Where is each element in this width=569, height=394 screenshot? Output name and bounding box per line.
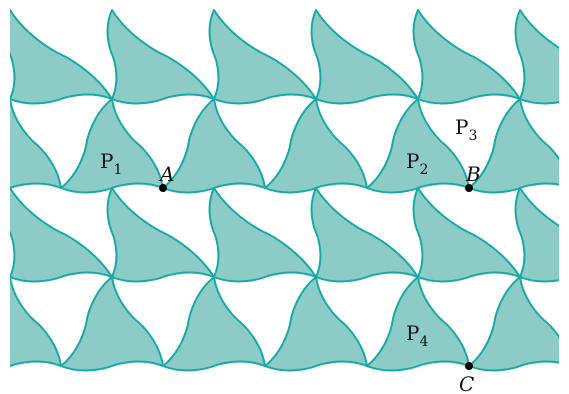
- shaded-tile: [10, 276, 62, 368]
- shaded-tile: [310, 187, 419, 283]
- shaded-tile: [468, 276, 559, 372]
- shaded-tile: [514, 187, 559, 283]
- shaded-tile: [366, 98, 470, 194]
- region-label-p4: P4: [406, 321, 428, 350]
- shaded-tile: [106, 9, 215, 105]
- tile-layer: [10, 9, 559, 372]
- shaded-tile: [264, 98, 368, 194]
- shaded-tile: [162, 98, 266, 194]
- shaded-tile: [60, 98, 164, 194]
- shaded-tile: [10, 187, 113, 283]
- shaded-tile: [60, 276, 164, 372]
- shaded-tile: [10, 9, 113, 105]
- shaded-tile: [264, 276, 368, 372]
- shaded-tile: [162, 276, 266, 372]
- shaded-tile: [412, 9, 521, 105]
- point-c-marker: [465, 362, 473, 370]
- shaded-tile: [412, 187, 521, 283]
- shaded-tile: [10, 97, 11, 100]
- point-b-marker: [465, 184, 473, 192]
- point-a-label: A: [158, 162, 174, 186]
- shaded-tile: [106, 187, 215, 283]
- point-a-marker: [159, 184, 167, 192]
- region-label-p3: P3: [455, 115, 477, 144]
- shaded-tile: [10, 98, 62, 190]
- shaded-tile: [208, 187, 317, 283]
- shaded-tile: [208, 9, 317, 105]
- shaded-tile: [468, 98, 559, 194]
- point-c-label: C: [459, 372, 474, 394]
- region-label-p2: P2: [406, 149, 428, 178]
- shaded-tile: [514, 9, 559, 105]
- shaded-tile: [10, 275, 11, 278]
- shaded-tile: [366, 276, 470, 372]
- region-label-p1: P1: [100, 149, 122, 178]
- shaded-tile: [310, 9, 419, 105]
- point-b-label: B: [465, 162, 481, 186]
